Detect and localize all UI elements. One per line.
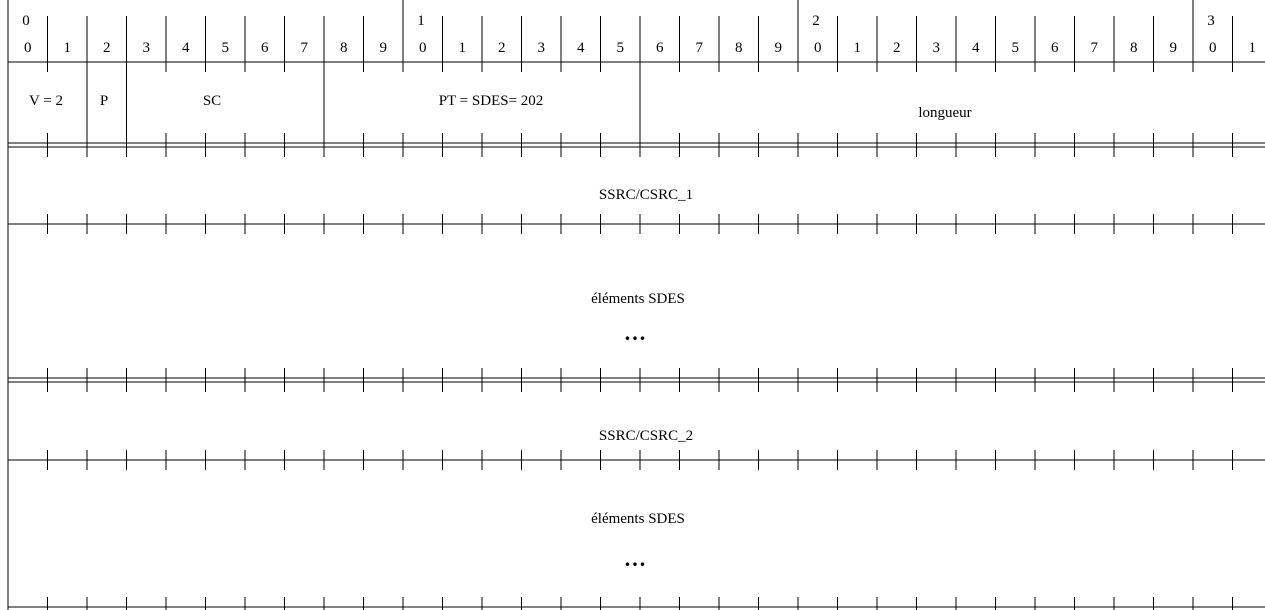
sdes-chunk-2: SSRC/CSRC_2 éléments SDES ... xyxy=(591,428,693,571)
bit-unit-label: 4 xyxy=(577,40,585,56)
bit-unit-label: 2 xyxy=(498,40,506,56)
bit-unit-label: 7 xyxy=(1091,40,1099,56)
bit-unit-label: 0 xyxy=(24,40,32,56)
bit-unit-label: 0 xyxy=(1209,40,1217,56)
bit-unit-label: 8 xyxy=(735,40,743,56)
header-word: V = 2 P SC PT = SDES= 202 longueur xyxy=(29,93,972,121)
bit-unit-label: 6 xyxy=(656,40,664,56)
bit-grid xyxy=(7,0,1265,610)
bit-tens-2: 2 xyxy=(812,13,820,29)
field-source-count: SC xyxy=(203,93,221,109)
bit-unit-label: 7 xyxy=(301,40,309,56)
bit-unit-label: 5 xyxy=(1012,40,1020,56)
bit-unit-label: 5 xyxy=(222,40,230,56)
bit-tens-0: 0 xyxy=(22,13,30,29)
bit-unit-label: 6 xyxy=(261,40,269,56)
bit-unit-label: 0 xyxy=(814,40,822,56)
sdes-items-ellipsis-1: ... xyxy=(625,320,648,345)
bit-tens-1: 1 xyxy=(417,13,425,29)
bit-unit-label: 1 xyxy=(459,40,467,56)
field-packet-type: PT = SDES= 202 xyxy=(439,93,544,109)
bit-units-row: 0 1 2 3 4 5 6 7 8 9 0 1 2 3 4 5 6 7 8 9 0 1 2 3 4 5 6 7 8 9 0 1 xyxy=(24,40,1256,56)
bit-unit-label: 0 xyxy=(419,40,427,56)
ssrc-csrc-1-label: SSRC/CSRC_1 xyxy=(599,187,693,203)
field-version: V = 2 xyxy=(29,93,63,109)
bit-unit-label: 9 xyxy=(1170,40,1178,56)
bit-unit-label: 1 xyxy=(64,40,72,56)
bit-unit-label: 5 xyxy=(617,40,625,56)
bit-unit-label: 2 xyxy=(103,40,111,56)
bit-unit-label: 6 xyxy=(1051,40,1059,56)
bit-unit-label: 9 xyxy=(380,40,388,56)
bit-unit-label: 3 xyxy=(933,40,941,56)
sdes-chunk-1: SSRC/CSRC_1 éléments SDES ... xyxy=(591,187,693,345)
bit-unit-label: 3 xyxy=(143,40,151,56)
bit-unit-label: 2 xyxy=(893,40,901,56)
bit-unit-label: 7 xyxy=(696,40,704,56)
sdes-items-ellipsis-2: ... xyxy=(625,546,648,571)
field-padding: P xyxy=(100,93,108,109)
ssrc-csrc-2-label: SSRC/CSRC_2 xyxy=(599,428,693,444)
bit-unit-label: 8 xyxy=(340,40,348,56)
bit-unit-label: 8 xyxy=(1130,40,1138,56)
field-length: longueur xyxy=(918,105,971,121)
sdes-items-label-2: éléments SDES xyxy=(591,511,685,527)
bit-index-header: 0 1 2 3 0 1 2 3 4 5 6 7 8 9 0 1 2 3 4 5 6 7 8 9 0 1 2 3 4 5 6 7 8 9 0 1 xyxy=(22,13,1256,56)
bit-unit-label: 4 xyxy=(182,40,190,56)
bit-unit-label: 1 xyxy=(854,40,862,56)
sdes-items-label-1: éléments SDES xyxy=(591,291,685,307)
bit-unit-label: 3 xyxy=(538,40,546,56)
bit-unit-label: 1 xyxy=(1249,40,1257,56)
bit-unit-label: 9 xyxy=(775,40,783,56)
bit-unit-label: 4 xyxy=(972,40,980,56)
bit-tens-3: 3 xyxy=(1207,13,1215,29)
